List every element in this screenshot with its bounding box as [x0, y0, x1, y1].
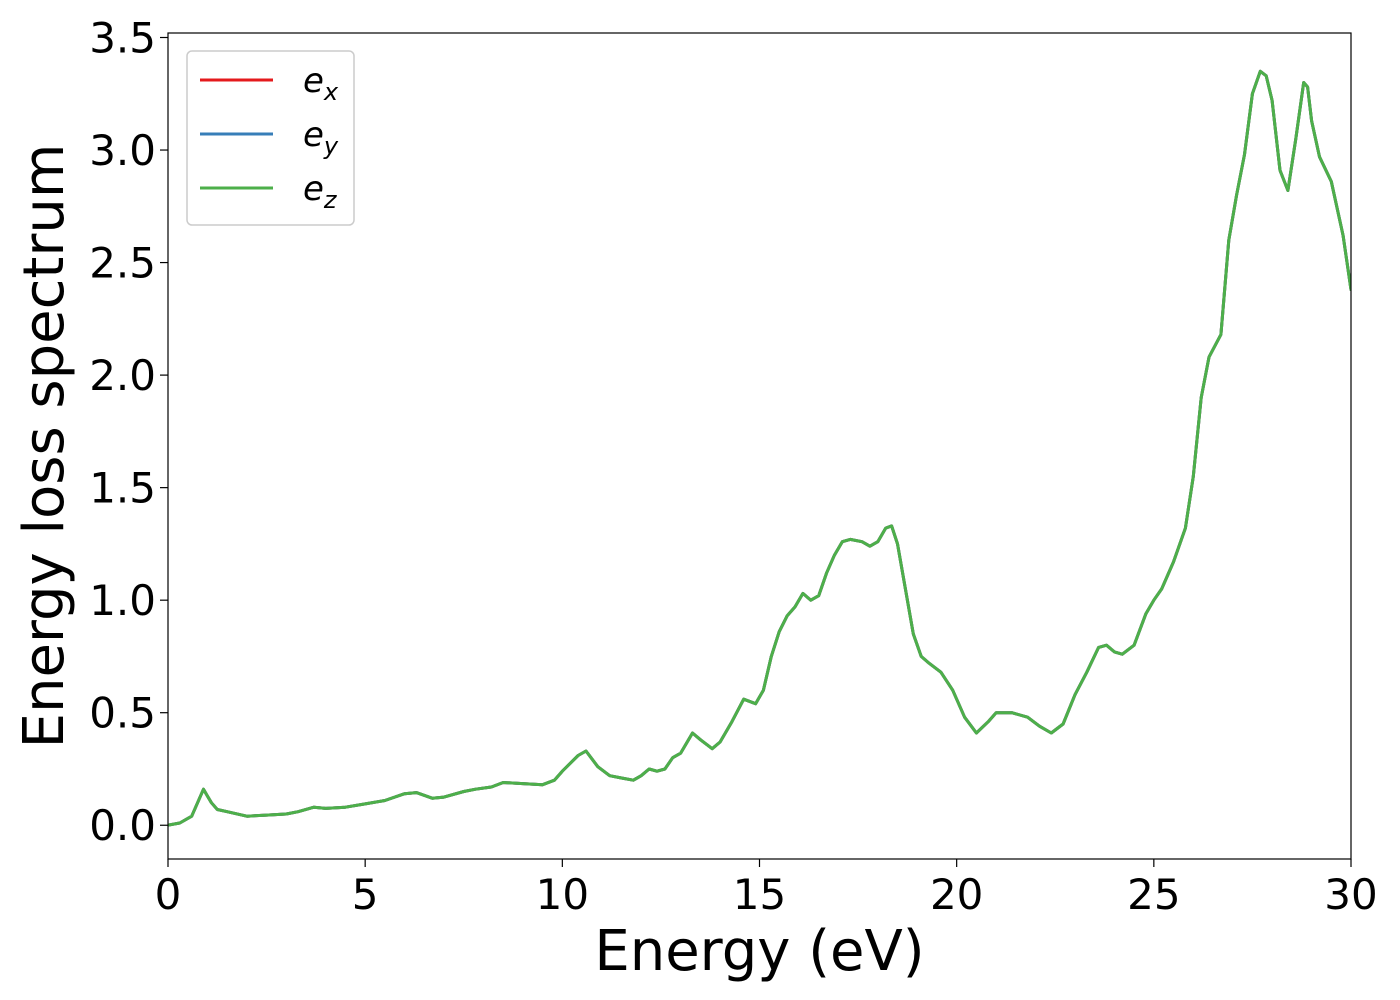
x-tick-label: 30 [1324, 870, 1377, 919]
x-tick-label: 25 [1127, 870, 1180, 919]
series-line-e-z [168, 69, 1351, 827]
legend: ex ey ez [186, 50, 355, 226]
x-tick-label: 0 [155, 870, 182, 919]
legend-frame [186, 50, 355, 226]
x-tick-label: 20 [930, 870, 983, 919]
y-tick-label: 1.5 [89, 464, 156, 513]
legend-label: ez [303, 169, 338, 214]
y-tick-label: 3.0 [89, 126, 156, 175]
x-axis-ticks: 0 5 10 15 20 25 30 [155, 859, 1378, 919]
legend-label: ey [303, 115, 339, 160]
series-layer [168, 69, 1351, 827]
y-axis-label: Energy loss spectrum [12, 144, 77, 749]
x-tick-label: 10 [536, 870, 589, 919]
y-tick-label: 2.0 [89, 351, 156, 400]
y-tick-label: 2.5 [89, 239, 156, 288]
x-tick-label: 15 [733, 870, 786, 919]
y-tick-label: 1.0 [89, 576, 156, 625]
y-tick-label: 0.0 [89, 801, 156, 850]
y-tick-label: 0.5 [89, 689, 156, 738]
y-axis-ticks: 0.0 0.5 1.0 1.5 2.0 2.5 3.0 3.5 [89, 14, 168, 850]
x-tick-label: 5 [352, 870, 379, 919]
y-tick-label: 3.5 [89, 14, 156, 63]
x-axis-label: Energy (eV) [594, 919, 924, 984]
legend-label: ex [303, 61, 339, 106]
